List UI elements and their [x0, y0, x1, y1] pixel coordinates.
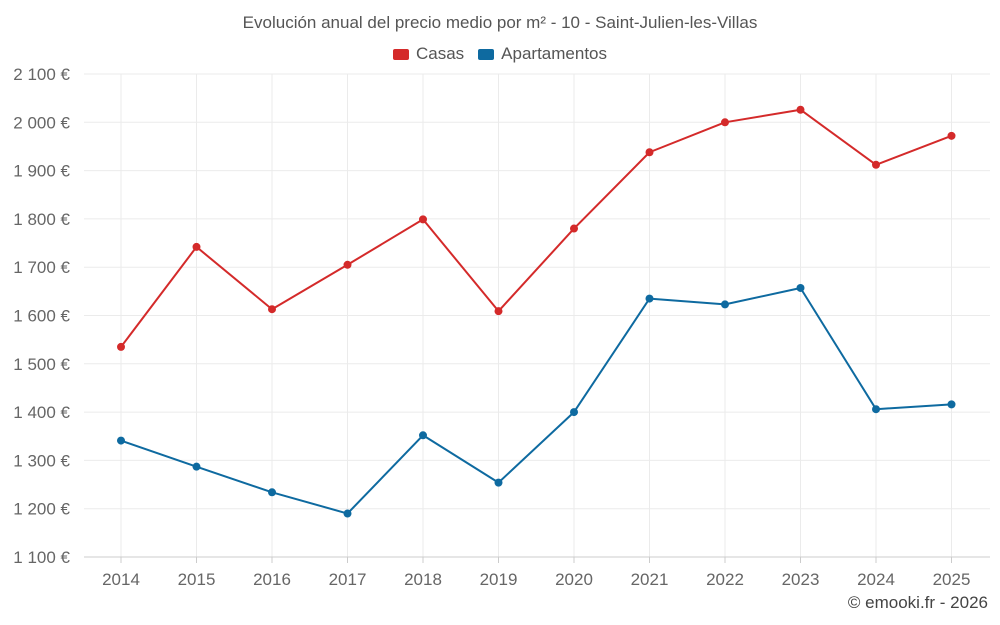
x-tick-label: 2017 [329, 570, 367, 589]
data-point-apartamentos [419, 431, 427, 440]
data-point-apartamentos [570, 408, 578, 417]
data-point-apartamentos [645, 294, 654, 303]
data-point-casas [343, 260, 352, 269]
series-line-casas [120, 108, 952, 348]
y-tick-label: 1 600 € [13, 307, 70, 326]
x-tick-label: 2022 [706, 570, 744, 589]
x-tick-label: 2015 [178, 570, 216, 589]
data-point-casas [494, 307, 503, 316]
legend-item-casas[interactable]: Casas [392, 44, 465, 64]
data-point-apartamentos [192, 462, 201, 471]
data-point-casas [570, 224, 578, 233]
data-point-casas [419, 215, 427, 224]
data-point-apartamentos [796, 283, 805, 292]
y-tick-label: 1 400 € [13, 403, 70, 422]
data-point-casas [796, 105, 805, 114]
y-tick-label: 1 500 € [13, 355, 70, 374]
legend-swatch-apartamentos [478, 48, 495, 60]
data-point-casas [645, 148, 654, 157]
y-tick-label: 1 700 € [13, 258, 70, 277]
x-tick-label: 2018 [404, 570, 442, 589]
data-point-apartamentos [494, 478, 503, 487]
data-point-casas [947, 131, 956, 140]
x-tick-label: 2021 [631, 570, 669, 589]
data-point-apartamentos [947, 400, 956, 409]
y-tick-label: 1 900 € [13, 162, 70, 181]
y-tick-label: 1 200 € [13, 500, 70, 519]
data-point-casas [721, 118, 729, 127]
data-point-apartamentos [343, 509, 352, 518]
legend-item-apartamentos[interactable]: Apartamentos [478, 44, 607, 64]
data-point-casas [192, 242, 201, 251]
chart-title: Evolución anual del precio medio por m² … [242, 13, 758, 32]
data-point-apartamentos [721, 300, 729, 309]
data-point-apartamentos [117, 436, 125, 445]
data-point-casas [117, 342, 125, 351]
legend-swatch-casas [392, 48, 409, 60]
x-tick-label: 2019 [480, 570, 518, 589]
legend: Casas Apartamentos [0, 44, 1000, 64]
copyright-credit: © emooki.fr - 2026 [847, 593, 988, 612]
y-tick-label: 2 000 € [13, 113, 70, 132]
data-point-casas [872, 160, 880, 169]
y-tick-label: 1 100 € [13, 548, 70, 567]
series-line-apartamentos [120, 286, 952, 515]
x-tick-label: 2023 [782, 570, 820, 589]
data-point-apartamentos [268, 488, 276, 497]
data-point-apartamentos [872, 405, 880, 414]
x-tick-label: 2020 [555, 570, 593, 589]
y-tick-label: 1 800 € [13, 210, 70, 229]
x-tick-label: 2014 [102, 570, 140, 589]
legend-label-casas: Casas [415, 44, 465, 63]
x-tick-label: 2024 [857, 570, 895, 589]
x-tick-label: 2016 [253, 570, 291, 589]
y-tick-label: 1 300 € [13, 451, 70, 470]
y-tick-label: 2 100 € [13, 65, 70, 84]
x-tick-label: 2025 [933, 570, 971, 589]
data-point-casas [268, 305, 276, 314]
legend-label-apartamentos: Apartamentos [501, 44, 608, 63]
